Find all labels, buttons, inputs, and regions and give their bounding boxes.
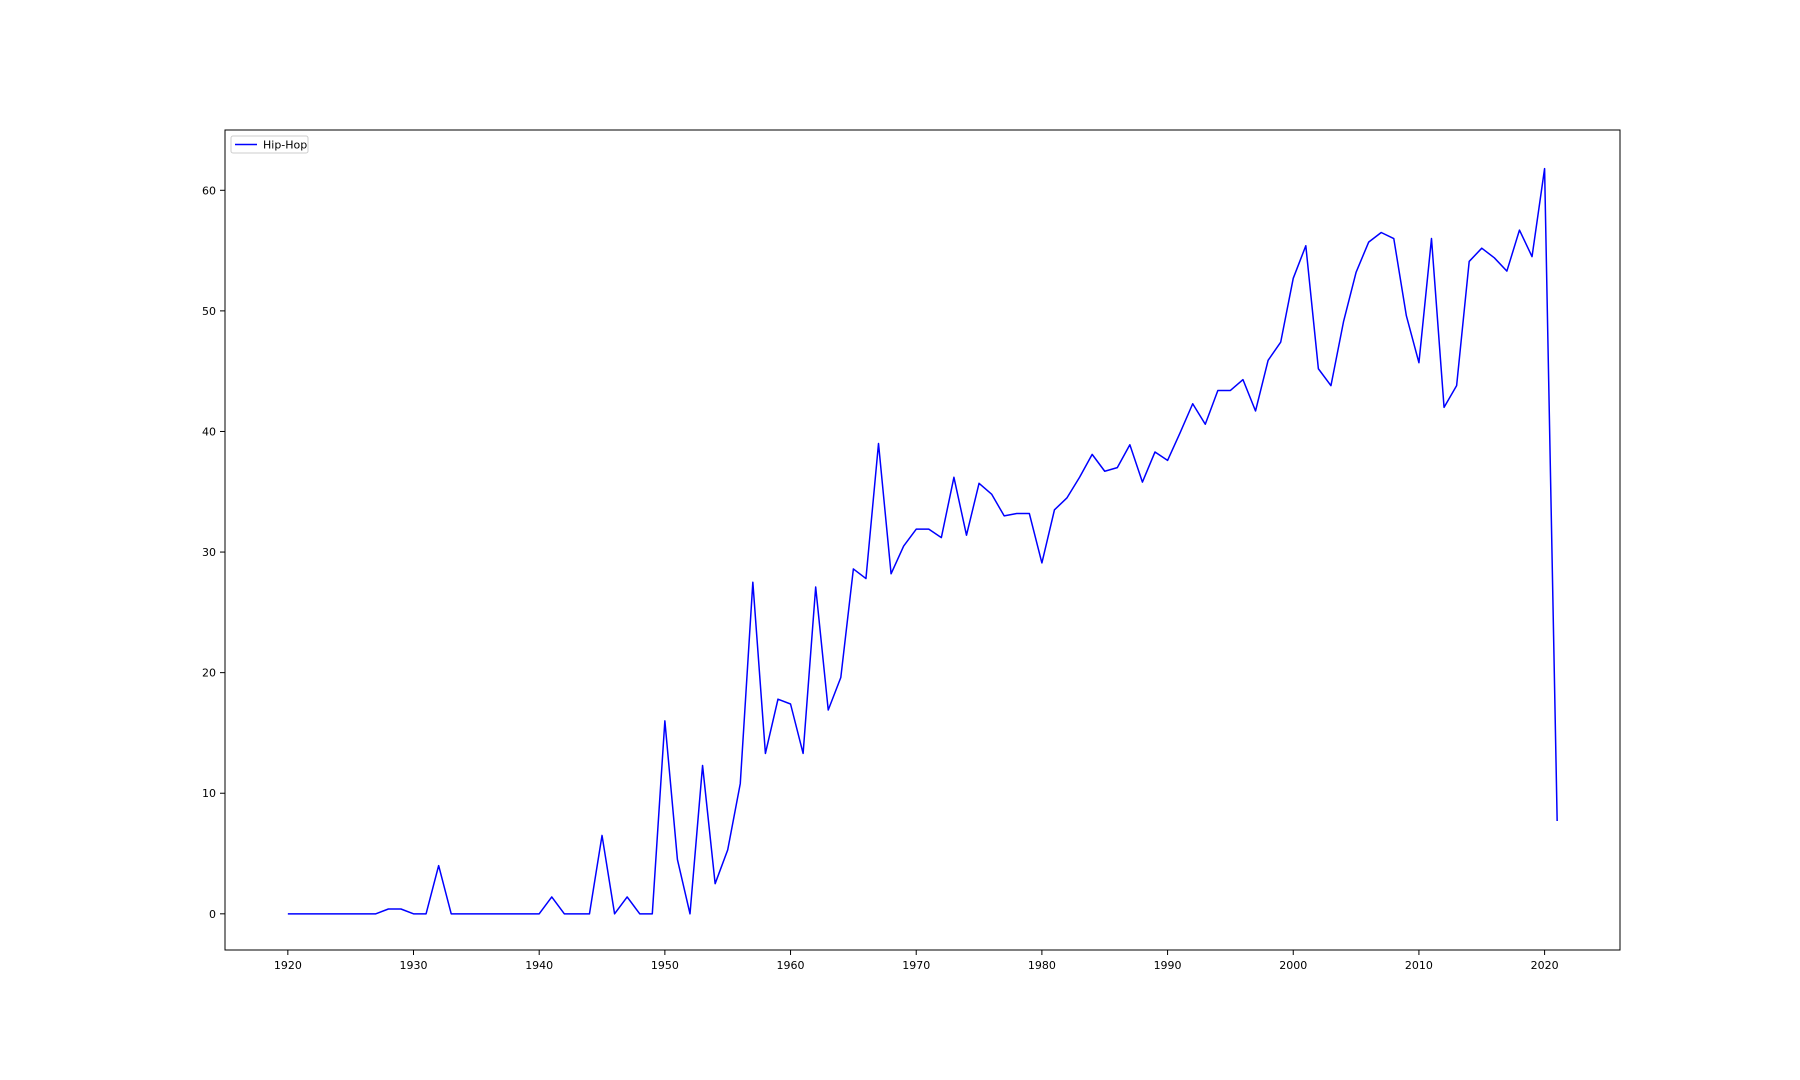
x-tick-label: 1950 (651, 959, 679, 972)
y-tick-label: 40 (202, 425, 216, 438)
x-tick-label: 2000 (1279, 959, 1307, 972)
series-line-hip-hop (287, 167, 1558, 915)
y-tick-label: 0 (209, 908, 216, 921)
x-tick-label: 1930 (400, 959, 428, 972)
plot-area (225, 130, 1620, 950)
y-tick-label: 60 (202, 184, 216, 197)
x-tick-label: 1970 (902, 959, 930, 972)
y-tick-label: 10 (202, 787, 216, 800)
x-tick-label: 2010 (1405, 959, 1433, 972)
legend: Hip-Hop (230, 135, 309, 154)
y-tick-label: 20 (202, 667, 216, 680)
x-tick-label: 2020 (1531, 959, 1559, 972)
legend-box (230, 135, 309, 154)
x-tick-label: 1990 (1154, 959, 1182, 972)
x-tick-label: 1960 (777, 959, 805, 972)
plot-frame (224, 129, 1621, 951)
y-axis: 0 10 20 30 40 50 60 (202, 184, 225, 921)
y-tick-label: 50 (202, 305, 216, 318)
legend-label-hip-hop: Hip-Hop (263, 139, 307, 152)
x-tick-label: 1920 (274, 959, 302, 972)
x-tick-label: 1940 (525, 959, 553, 972)
x-axis: 1920 1930 1940 1950 1960 1970 1980 1990 2000 2010… (274, 950, 1559, 972)
x-tick-label: 1980 (1028, 959, 1056, 972)
y-tick-label: 30 (202, 546, 216, 559)
